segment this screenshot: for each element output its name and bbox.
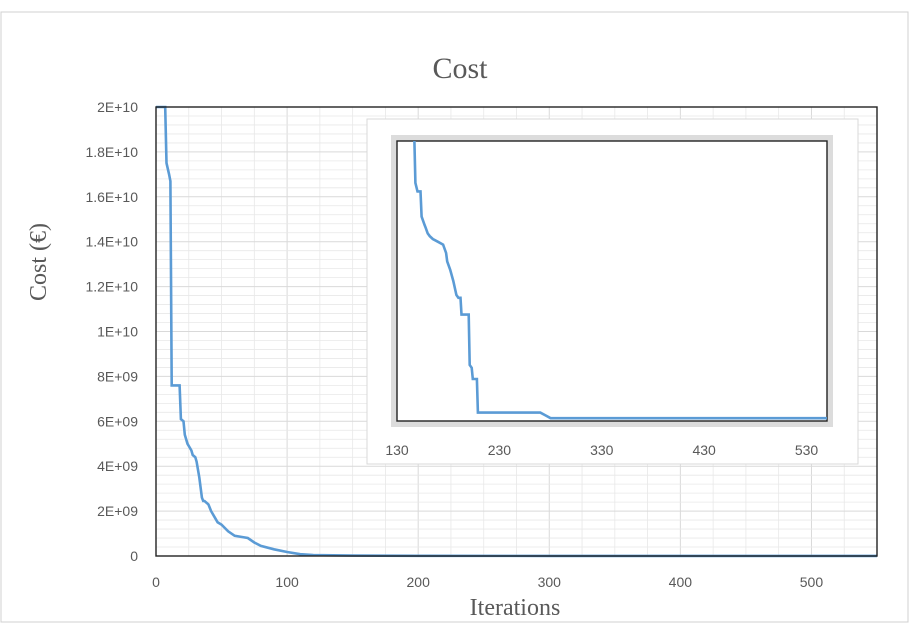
x-tick-label: 500	[800, 574, 824, 590]
inset-chart: 130 230 330 430 530	[366, 118, 859, 465]
y-tick-label: 4E+09	[97, 458, 138, 474]
inset-x-tick-label: 430	[692, 442, 716, 458]
x-tick-label: 400	[669, 574, 693, 590]
inset-cost-series-line	[413, 140, 827, 420]
chart-title: Cost	[432, 52, 488, 85]
inset-x-axis-ticks: 130 230 330 430 530	[385, 442, 818, 458]
inset-x-tick-label: 330	[590, 442, 614, 458]
y-tick-label: 1.8E+10	[85, 144, 138, 160]
inset-x-tick-label: 530	[795, 442, 819, 458]
y-tick-label: 6E+09	[97, 413, 138, 429]
y-tick-label: 1.4E+10	[85, 234, 138, 250]
y-axis-title: Cost (€)	[26, 223, 52, 301]
y-tick-label: 1.2E+10	[85, 279, 138, 295]
x-tick-label: 300	[538, 574, 562, 590]
x-tick-label: 200	[407, 574, 431, 590]
main-cost-series-line	[156, 105, 877, 558]
inset-x-tick-label: 130	[385, 442, 409, 458]
x-axis-ticks: 0 100 200 300 400 500	[152, 574, 823, 590]
y-tick-label: 2E+09	[97, 503, 138, 519]
x-tick-label: 100	[275, 574, 299, 590]
y-tick-label: 8E+09	[97, 368, 138, 384]
x-tick-label: 0	[152, 574, 160, 590]
y-tick-label: 0	[130, 548, 138, 564]
main-plot-border	[155, 106, 878, 557]
inset-plot-area	[396, 140, 828, 422]
y-tick-label: 1E+10	[97, 324, 138, 340]
inset-x-tick-label: 230	[488, 442, 512, 458]
y-tick-label: 2E+10	[97, 99, 138, 115]
x-axis-title: Iterations	[470, 595, 561, 621]
y-axis-ticks: 0 2E+09 4E+09 6E+09 8E+09 1E+10 1.2E+10 1.4E+10…	[85, 99, 138, 564]
y-tick-label: 1.6E+10	[85, 189, 138, 205]
